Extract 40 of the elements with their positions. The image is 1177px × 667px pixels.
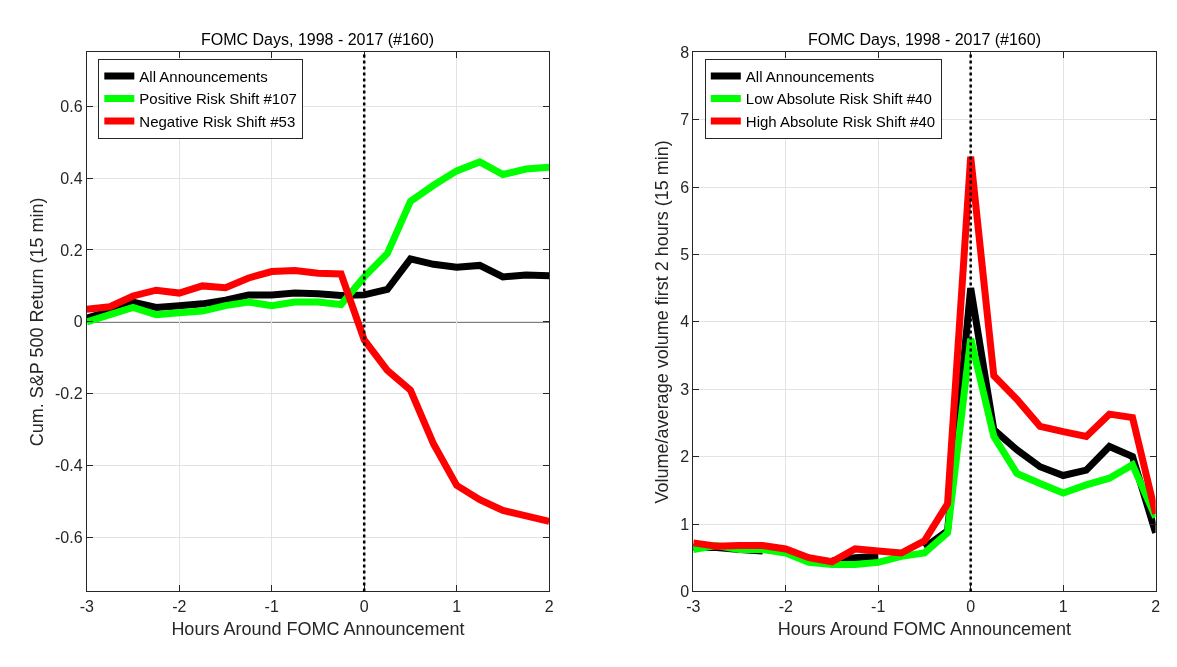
x-tick-label: -1 <box>871 597 886 615</box>
chart-title: FOMC Days, 1998 - 2017 (#160) <box>808 31 1041 48</box>
y-tick-label: 0.4 <box>60 169 83 187</box>
y-tick-label: 0 <box>680 582 690 600</box>
y-tick-label: -0.6 <box>55 529 83 547</box>
y-tick-label: 4 <box>680 313 690 331</box>
y-tick-label: 0 <box>73 313 83 331</box>
x-tick-label: 2 <box>544 597 554 615</box>
x-axis-title: Hours Around FOMC Announcement <box>777 618 1072 639</box>
y-tick-label: -0.2 <box>55 385 83 403</box>
x-tick-label: -2 <box>778 597 793 615</box>
x-tick-label: -3 <box>79 597 94 615</box>
legend-label: High Absolute Risk Shift #40 <box>745 112 936 130</box>
y-tick-label: 7 <box>680 111 690 129</box>
legend-label: Positive Risk Shift #107 <box>139 90 297 108</box>
legend-label: Negative Risk Shift #53 <box>139 112 296 130</box>
y-tick-label: 0.6 <box>60 97 83 115</box>
y-tick-label: 5 <box>680 246 690 264</box>
x-axis-title: Hours Around FOMC Announcement <box>171 618 465 639</box>
y-tick-label: 8 <box>680 43 690 61</box>
x-tick-label: 1 <box>1058 597 1068 615</box>
y-tick-label: 3 <box>680 380 690 398</box>
x-tick-label: 1 <box>452 597 462 615</box>
y-tick-label: 2 <box>680 448 690 466</box>
x-tick-label: 0 <box>966 597 976 615</box>
y-tick-label: -0.4 <box>55 457 83 475</box>
y-axis-title: Cum. S&P 500 Return (15 min) <box>27 197 48 447</box>
legend-label: All Announcements <box>745 67 875 85</box>
x-tick-label: -2 <box>172 597 187 615</box>
y-axis-title: Volume/average volume first 2 hours (15 min) <box>652 140 673 504</box>
chart-title: FOMC Days, 1998 - 2017 (#160) <box>201 31 434 48</box>
x-tick-label: 0 <box>359 597 369 615</box>
y-tick-label: 1 <box>680 515 690 533</box>
y-tick-label: 0.2 <box>60 241 83 259</box>
x-tick-label: -3 <box>686 597 701 615</box>
legend-label: Low Absolute Risk Shift #40 <box>745 90 932 108</box>
x-tick-label: -1 <box>264 597 279 615</box>
y-tick-label: 6 <box>680 178 690 196</box>
legend-label: All Announcements <box>139 67 268 85</box>
x-tick-label: 2 <box>1151 597 1161 615</box>
